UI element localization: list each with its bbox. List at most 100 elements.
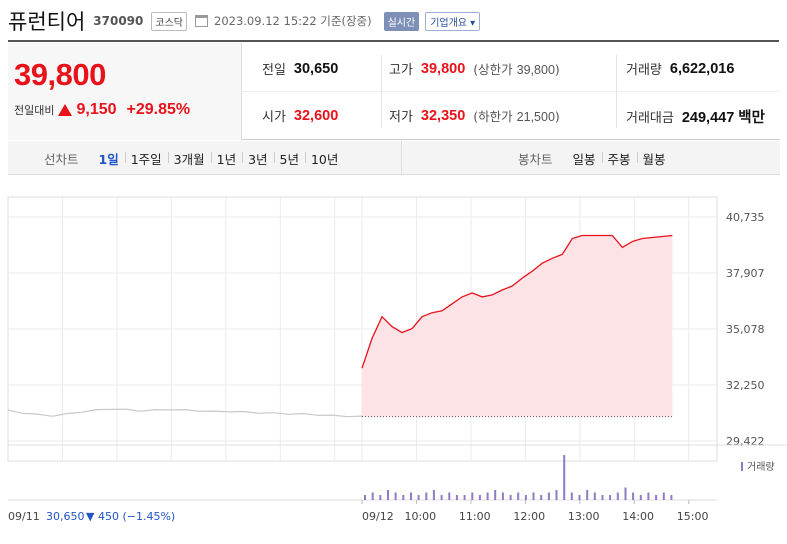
prev-close-value: 30,650	[293, 60, 339, 77]
company-overview-button[interactable]: 기업개요 ▾	[425, 11, 481, 31]
open-value: 32,600	[293, 107, 339, 124]
lower-limit: (하한가 21,500)	[473, 109, 560, 124]
tab-1w[interactable]: 1주일	[124, 149, 168, 168]
low-cell: 저가 32,350 (하한가 21,500)	[389, 106, 560, 126]
volume-bar	[662, 492, 665, 500]
tab-1d[interactable]: 1일	[98, 151, 119, 167]
volume-label: 거래량	[626, 63, 662, 78]
x-tick-label: 12:00	[513, 510, 545, 523]
header-divider	[8, 40, 779, 42]
x-tick-label: 13:00	[568, 510, 600, 523]
today-area	[362, 235, 673, 417]
volume-bar	[478, 495, 481, 500]
volume-bar	[432, 490, 435, 500]
tab-daily-candle[interactable]: 일봉	[572, 151, 596, 167]
volume-bar	[379, 495, 382, 500]
current-price: 39,800	[14, 57, 106, 92]
current-price-box: 39,800 전일대비 9,150 +29.85%	[8, 43, 242, 140]
tab-monthly-candle[interactable]: 월봉	[636, 149, 672, 168]
prev-day-close: 30,650	[46, 510, 85, 523]
high-value: 39,800	[420, 60, 466, 77]
volume-bar	[601, 495, 604, 500]
candle-chart-tabs: 봉차트 일봉 주봉 월봉	[518, 141, 672, 175]
volume-bar	[425, 492, 428, 500]
volume-bar	[570, 492, 573, 500]
volume-bar	[624, 487, 627, 500]
tab-1y[interactable]: 1년	[210, 149, 242, 168]
chart-period-tabs: 선차트 1일 1주일 3개월 1년 3년 5년 10년 봉차트 일봉 주봉 월봉	[8, 141, 780, 175]
high-label: 고가	[389, 63, 413, 78]
x-tick-label: 15:00	[677, 510, 709, 523]
volume-bar	[417, 495, 420, 500]
volume-bar	[517, 492, 520, 500]
volume-bar	[639, 495, 642, 500]
amount-value: 249,447 백만	[681, 110, 765, 126]
volume-bar	[471, 492, 474, 500]
upper-limit-label: 상한가	[478, 62, 513, 77]
volume-legend-swatch	[741, 462, 743, 471]
volume-bar	[670, 495, 673, 500]
volume-bar	[501, 492, 504, 500]
tab-weekly-candle[interactable]: 주봉	[601, 149, 637, 168]
candle-chart-label: 봉차트	[518, 151, 553, 167]
calendar-icon	[195, 15, 208, 27]
volume-bar	[394, 492, 397, 500]
volume-bar	[647, 492, 650, 500]
y-tick-label: 40,735	[726, 211, 765, 224]
volume-bar	[578, 495, 581, 500]
volume-cell: 거래량 6,622,016	[626, 59, 735, 79]
volume-bar	[387, 490, 389, 500]
volume-bar	[586, 490, 589, 500]
lower-limit-value: 21,500	[516, 110, 555, 124]
volume-bar	[440, 495, 443, 500]
volume-bar	[448, 492, 451, 500]
volume-bar	[364, 495, 366, 500]
tab-3y[interactable]: 3년	[242, 149, 273, 168]
y-tick-label: 29,422	[726, 435, 765, 448]
volume-bar	[402, 495, 405, 500]
summary-row-divider	[242, 91, 780, 92]
x-tick-label: 09/12	[362, 510, 394, 523]
upper-limit: (상한가 39,800)	[473, 62, 560, 77]
amount-cell: 거래대금 249,447 백만	[626, 106, 765, 127]
volume-bar	[547, 492, 550, 500]
volume-bar	[532, 492, 535, 500]
volume-bar	[616, 492, 619, 500]
open-label: 시가	[262, 110, 286, 125]
timestamp: 2023.09.12 15:22 기준(장중)	[214, 14, 372, 28]
realtime-button[interactable]: 실시간	[383, 11, 420, 31]
y-tick-label: 35,078	[726, 323, 765, 336]
volume-bar	[410, 492, 412, 500]
volume-bar	[455, 495, 458, 500]
x-tick-label: 10:00	[404, 510, 436, 523]
prev-close-cell: 전일 30,650	[262, 59, 339, 79]
volume-value: 6,622,016	[669, 60, 735, 77]
volume-bar	[593, 492, 596, 500]
tab-3m[interactable]: 3개월	[167, 149, 211, 168]
volume-bar	[463, 495, 466, 500]
intraday-chart[interactable]: 40,735 37,907 35,078 32,250 29,422 09/12 10:0…	[0, 190, 787, 540]
prev-day-line	[7, 408, 363, 418]
prev-day-date: 09/11	[8, 510, 40, 523]
volume-bar	[486, 492, 489, 500]
volume-bar	[563, 455, 566, 500]
x-tick-label: 14:00	[622, 510, 654, 523]
tabs-divider	[401, 141, 402, 175]
chart-svg: 40,735 37,907 35,078 32,250 29,422 09/12 10:0…	[7, 196, 787, 523]
volume-bar	[632, 492, 635, 500]
price-summary: 39,800 전일대비 9,150 +29.85% 전일 30,650 고가 3…	[8, 43, 780, 140]
volume-bar	[509, 495, 512, 500]
volume-bar	[371, 492, 374, 500]
tab-10y[interactable]: 10년	[304, 149, 344, 168]
volume-legend: 거래량	[747, 461, 775, 473]
volume-bar	[609, 495, 612, 500]
lower-limit-label: 하한가	[478, 109, 513, 124]
volume-bar	[524, 495, 527, 500]
prev-close-label: 전일	[262, 63, 286, 78]
stock-header: 퓨런티어 370090 코스닥 2023.09.12 15:22 기준(장중) …	[8, 6, 481, 36]
tab-5y[interactable]: 5년	[273, 149, 305, 168]
line-chart-tabs: 선차트 1일 1주일 3개월 1년 3년 5년 10년	[44, 141, 344, 175]
volume-bar	[655, 495, 658, 500]
y-tick-label: 37,907	[726, 267, 765, 280]
change-percent: +29.85%	[126, 101, 191, 118]
